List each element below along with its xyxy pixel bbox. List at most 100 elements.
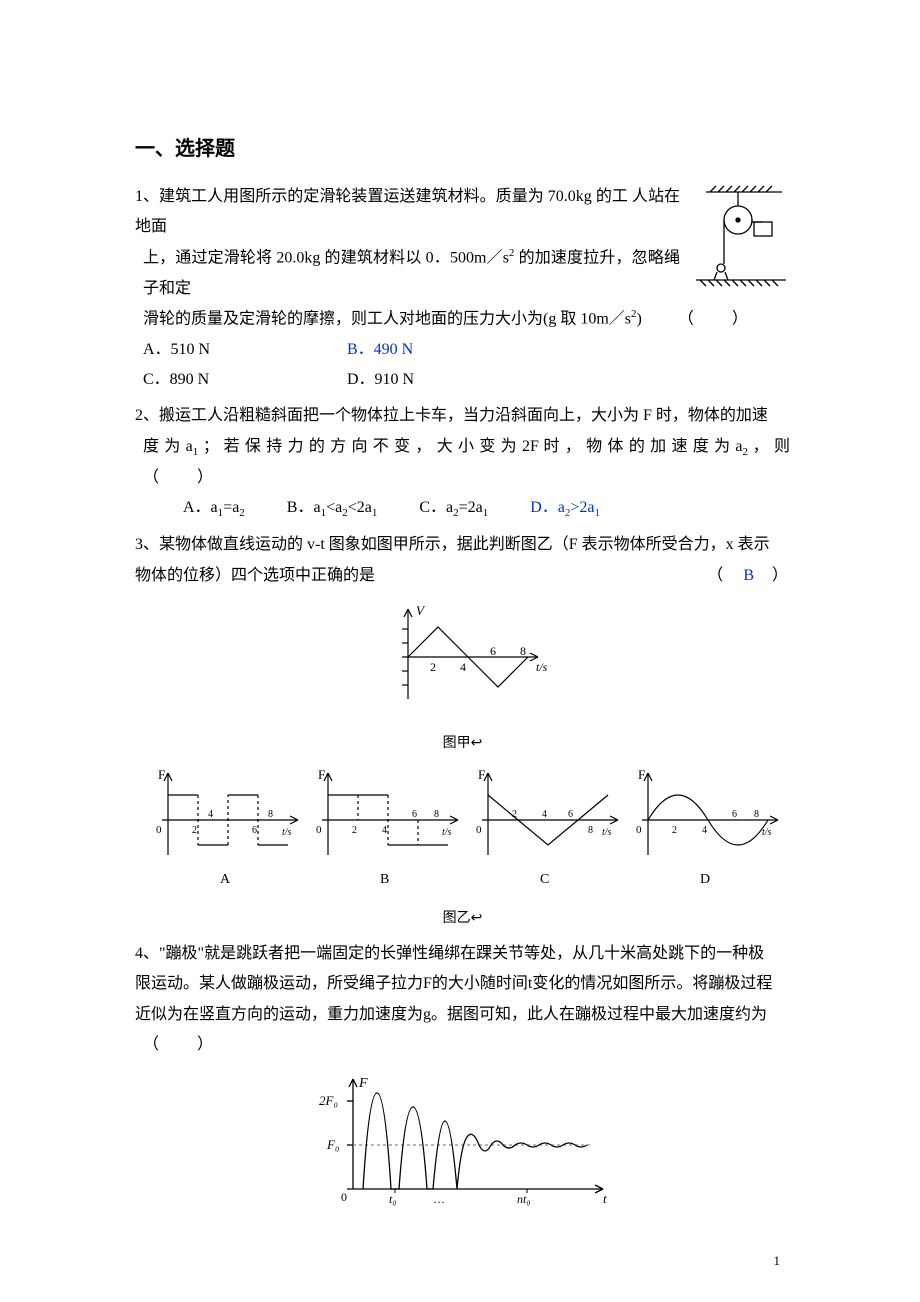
svg-text:F: F: [478, 767, 485, 782]
svg-text:6: 6: [252, 825, 257, 836]
q4-dots: …: [433, 1192, 445, 1206]
svg-text:2: 2: [192, 825, 197, 836]
svg-text:t/s: t/s: [602, 827, 612, 838]
svg-text:0: 0: [316, 824, 322, 836]
q3-top-label-t: 图甲: [443, 736, 471, 751]
vt-ylabel: V: [416, 603, 426, 618]
q2-l2c: ， 则: [748, 438, 790, 455]
q3-line1: 3、某物体做直线运动的 v-t 图象如图甲所示，据此判断图乙（F 表示物体所受合…: [135, 530, 790, 560]
svg-text:D: D: [700, 872, 710, 887]
svg-text:0: 0: [636, 824, 642, 836]
svg-text:4: 4: [702, 825, 707, 836]
q2c4: 1: [483, 507, 489, 519]
q4-paren-row: （ ）: [135, 1030, 790, 1060]
vt-t2: 4: [460, 660, 466, 674]
q2-paren: （ ）: [143, 469, 215, 486]
q4-zero: 0: [341, 1190, 347, 1204]
q3-figure-top: V t/s 2 4 6 8 图甲↩: [135, 599, 790, 757]
q3-line2: 物体的位移）四个选项中正确的是 （ B ）: [135, 561, 790, 591]
svg-text:t/s: t/s: [282, 827, 292, 838]
q2-opt-b: B．a1<a2<2a1: [287, 493, 378, 524]
question-1: 1、建筑工人用图所示的定滑轮装置运送建筑材料。质量为 70.0kg 的工 人站在…: [135, 182, 790, 395]
q1-line2a: 上，通过定滑轮将 20.0kg 的建筑材料以 0．500m／s: [143, 249, 509, 266]
svg-text:F: F: [158, 767, 165, 782]
q2-opt-a: A．a1=a2: [183, 493, 245, 524]
q3-top-label: 图甲↩: [135, 731, 790, 758]
question-3: 3、某物体做直线运动的 v-t 图象如图甲所示，据此判断图乙（F 表示物体所受合…: [135, 530, 790, 933]
q2b6: 1: [372, 507, 378, 519]
q3-figure-bottom: F 0 2 4 6 8 t/s A F 0: [135, 765, 790, 933]
svg-text:2: 2: [672, 825, 677, 836]
vt-t1: 2: [430, 660, 436, 674]
q1-line3: 滑轮的质量及定滑轮的摩擦，则工人对地面的压力大小为(g 取 10m／s2) （ …: [135, 304, 790, 335]
q2-options: A．a1=a2 B．a1<a2<2a1 C．a2=2a1 D．a2>2a1: [135, 493, 790, 524]
q1-opt-b: B．490 N: [347, 335, 547, 365]
svg-text:0: 0: [156, 824, 162, 836]
q2-paren-row: （ ）: [135, 463, 790, 493]
q2d3: >2a: [570, 499, 594, 516]
svg-text:4: 4: [542, 809, 547, 820]
q1-options-row2: C．890 N D．910 N: [135, 365, 790, 395]
q2a1: A．a: [183, 499, 218, 516]
q4-xlabel: t: [603, 1191, 607, 1206]
q2-line1: 2、搬运工人沿粗糙斜面把一个物体拉上卡车，当力沿斜面向上，大小为 F 时，物体的…: [135, 401, 790, 431]
q4-line2: 限运动。某人做蹦极运动，所受绳子拉力F的大小随时间t变化的情况如图所示。将蹦极过…: [135, 969, 790, 999]
q3-bottom-label-t: 图乙: [443, 911, 471, 926]
svg-text:8: 8: [588, 825, 593, 836]
svg-text:6: 6: [732, 809, 737, 820]
svg-text:F: F: [638, 767, 645, 782]
q3-p2: ）: [754, 567, 790, 584]
svg-text:4: 4: [382, 825, 387, 836]
q2b5: <2a: [348, 499, 372, 516]
question-2: 2、搬运工人沿粗糙斜面把一个物体拉上卡车，当力沿斜面向上，大小为 F 时，物体的…: [135, 401, 790, 524]
svg-text:6: 6: [568, 809, 573, 820]
q2-opt-d: D．a2>2a1: [530, 493, 600, 524]
q2d1: D．a: [530, 499, 565, 516]
q4-line3: 近似为在竖直方向的运动，重力加速度为g。据图可知，此人在蹦极过程中最大加速度约为: [135, 1000, 790, 1030]
svg-text:2: 2: [352, 825, 357, 836]
q2c3: =2a: [459, 499, 483, 516]
q1-opt-c: C．890 N: [143, 365, 343, 395]
q1-opt-d: D．910 N: [347, 365, 547, 395]
q3-answer: B: [743, 567, 754, 584]
q4-y1: 2F₀: [319, 1093, 338, 1108]
q4-paren: （ ）: [143, 1036, 215, 1053]
svg-text:0: 0: [476, 824, 482, 836]
q3-bottom-label: 图乙↩: [135, 906, 790, 933]
vt-t3: 6: [490, 644, 496, 658]
svg-text:4: 4: [208, 809, 213, 820]
q2a4: 2: [239, 507, 245, 519]
svg-text:8: 8: [268, 809, 273, 820]
q4-x2: nt₀: [517, 1192, 531, 1206]
svg-text:C: C: [540, 872, 549, 887]
q4-y2: F₀: [326, 1137, 339, 1152]
question-4: 4、"蹦极"就是跳跃者把一端固定的长弹性绳绑在踝关节等处，从几十米高处跳下的一种…: [135, 939, 790, 1230]
q2c1: C．a: [419, 499, 453, 516]
q1-diagram: [690, 184, 790, 301]
q1-paren: （ ）: [678, 310, 750, 327]
q2d4: 1: [595, 507, 601, 519]
q3-paren: （ B ）: [707, 561, 790, 591]
q4-figure: F 2F₀ F₀ 0 t₀ … nt₀ t: [135, 1069, 790, 1230]
vt-t4: 8: [520, 644, 526, 658]
section-header: 一、选择题: [135, 130, 790, 168]
q1-line3a: 滑轮的质量及定滑轮的摩擦，则工人对地面的压力大小为(g 取 10m／s: [143, 310, 631, 327]
q2b3: <a: [326, 499, 342, 516]
svg-text:6: 6: [412, 809, 417, 820]
q4-line1: 4、"蹦极"就是跳跃者把一端固定的长弹性绳绑在踝关节等处，从几十米高处跳下的一种…: [135, 939, 790, 969]
q4-x1: t₀: [389, 1192, 397, 1206]
vt-xlabel: t/s: [536, 660, 548, 674]
svg-text:8: 8: [434, 809, 439, 820]
q1-line3b: ): [637, 310, 642, 327]
svg-text:t/s: t/s: [762, 827, 772, 838]
svg-text:A: A: [220, 872, 231, 887]
q2-opt-c: C．a2=2a1: [419, 493, 488, 524]
q2-line2: 度 为 a1 ； 若 保 持 力 的 方 向 不 变 ， 大 小 变 为 2F …: [135, 432, 790, 463]
svg-text:2: 2: [512, 809, 517, 820]
q2a3: =a: [223, 499, 239, 516]
q2-l2b: ； 若 保 持 力 的 方 向 不 变 ， 大 小 变 为 2F 时 ， 物 体…: [198, 438, 742, 455]
q3-stem-b: 物体的位移）四个选项中正确的是: [135, 561, 375, 591]
svg-text:t/s: t/s: [442, 827, 452, 838]
q4-ylabel: F: [358, 1076, 368, 1091]
q1-options-row1: A．510 N B．490 N: [135, 335, 790, 365]
